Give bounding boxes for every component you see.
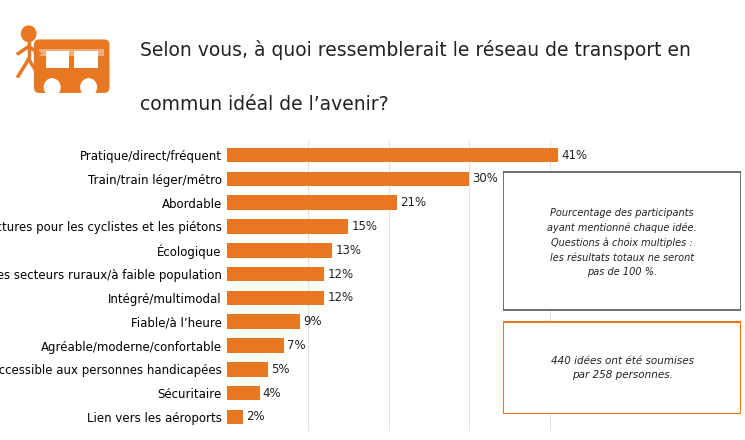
FancyBboxPatch shape bbox=[503, 172, 741, 310]
Text: 12%: 12% bbox=[327, 268, 353, 281]
Text: commun idéal de l’avenir?: commun idéal de l’avenir? bbox=[140, 95, 389, 114]
Text: 5%: 5% bbox=[271, 363, 289, 376]
Text: 41%: 41% bbox=[562, 149, 588, 161]
Bar bbox=[227, 362, 267, 377]
Bar bbox=[227, 195, 396, 210]
Bar bbox=[227, 410, 244, 424]
Text: Pourcentage des participants
ayant mentionné chaque idée.
Questions à choix mult: Pourcentage des participants ayant menti… bbox=[548, 208, 697, 277]
Bar bbox=[227, 267, 324, 282]
Text: Selon vous, à quoi ressemblerait le réseau de transport en: Selon vous, à quoi ressemblerait le rése… bbox=[140, 40, 691, 59]
Bar bbox=[227, 290, 324, 305]
Bar bbox=[227, 243, 332, 258]
Text: 13%: 13% bbox=[335, 244, 361, 257]
Text: 12%: 12% bbox=[327, 291, 353, 304]
Circle shape bbox=[16, 10, 115, 117]
Text: 4%: 4% bbox=[263, 387, 282, 400]
Bar bbox=[227, 219, 349, 234]
Bar bbox=[45, 51, 69, 68]
Text: 7%: 7% bbox=[287, 339, 305, 352]
Text: 21%: 21% bbox=[400, 196, 426, 209]
Bar bbox=[227, 172, 469, 186]
Text: 15%: 15% bbox=[352, 220, 378, 233]
Text: 440 idées ont été soumises
par 258 personnes.: 440 idées ont été soumises par 258 perso… bbox=[551, 356, 694, 380]
Bar bbox=[227, 386, 259, 400]
Text: TRANSPORT
EN COMMUN: TRANSPORT EN COMMUN bbox=[23, 157, 107, 187]
Bar bbox=[74, 51, 98, 68]
Text: 30%: 30% bbox=[472, 172, 498, 185]
Bar bbox=[227, 338, 284, 353]
Circle shape bbox=[22, 26, 36, 41]
FancyBboxPatch shape bbox=[503, 323, 741, 414]
FancyBboxPatch shape bbox=[34, 40, 110, 93]
Circle shape bbox=[80, 79, 97, 96]
Text: 9%: 9% bbox=[303, 315, 322, 328]
Circle shape bbox=[45, 79, 60, 96]
Bar bbox=[39, 49, 104, 56]
Bar bbox=[227, 148, 558, 162]
Bar bbox=[227, 314, 299, 329]
Text: 2%: 2% bbox=[247, 411, 265, 423]
